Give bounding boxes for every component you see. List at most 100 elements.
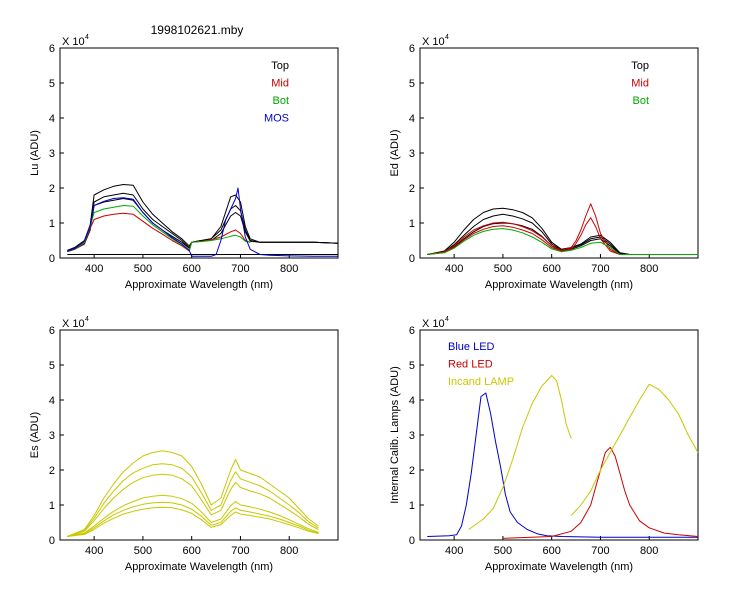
legend-entry: Top	[271, 60, 289, 72]
x-tick-label: 800	[280, 263, 298, 275]
panel-ed-exponent-base: X 10	[422, 36, 445, 48]
panel-lamps-exponent-power: 4	[445, 316, 449, 323]
x-tick-label: 400	[85, 263, 103, 275]
panel-lamps-exponent-base: X 10	[422, 318, 445, 330]
series-line-top-3	[67, 198, 339, 253]
x-tick-label: 700	[591, 545, 609, 557]
y-tick-label: 3	[49, 430, 55, 442]
panel-ed: X 10 4 Ed (ADU) Approximate Wavelength (…	[389, 34, 699, 291]
y-tick-label: 5	[409, 360, 415, 372]
y-tick-label: 6	[409, 43, 415, 55]
panel-lu-ylabel: Lu (ADU)	[29, 130, 41, 176]
series-line-incand-lamp-seg2	[570, 383, 699, 516]
legend-entry: MOS	[264, 113, 289, 125]
series-line-mid	[427, 203, 698, 255]
legend-entry: Top	[631, 60, 649, 72]
series-line-es-4	[67, 494, 319, 537]
y-tick-label: 1	[49, 218, 55, 230]
panel-lamps-plot: 400 500 600 700 800 0 1 2 3 4 5 6 Blue LED Red LED Inc…	[409, 325, 699, 557]
x-tick-label: 800	[640, 263, 658, 275]
panel-ed-plot: 400 500 600 700 800 0 1 2 3 4 5 6 Top Mid Bot	[409, 43, 698, 275]
series-line-top	[67, 184, 339, 251]
y-tick-label: 4	[409, 395, 415, 407]
panel-es-plot: 400 500 600 700 800 0 1 2 3 4 5 6	[49, 325, 319, 557]
legend-entry: Mid	[631, 78, 649, 90]
y-tick-label: 5	[409, 78, 415, 90]
series-line-bot	[67, 205, 251, 252]
x-tick-label: 500	[494, 263, 512, 275]
x-tick-label: 600	[543, 545, 561, 557]
y-tick-label: 0	[49, 253, 55, 265]
legend-entry: Bot	[632, 95, 649, 107]
panel-lu-exponent-power: 4	[85, 34, 89, 41]
y-tick-label: 5	[49, 78, 55, 90]
y-tick-label: 6	[49, 325, 55, 337]
legend-entry: Red LED	[448, 359, 493, 371]
y-tick-label: 2	[49, 465, 55, 477]
x-tick-label: 600	[183, 263, 201, 275]
y-tick-label: 2	[409, 183, 415, 195]
figure-title: 1998102621.mby	[151, 23, 244, 37]
y-tick-label: 1	[49, 500, 55, 512]
y-tick-label: 6	[49, 43, 55, 55]
panel-es-frame	[59, 329, 339, 541]
panel-ed-ylabel: Ed (ADU)	[389, 129, 401, 176]
x-tick-label: 600	[543, 263, 561, 275]
series-line-es-6	[67, 506, 319, 537]
y-tick-label: 3	[49, 148, 55, 160]
x-tick-label: 500	[134, 263, 152, 275]
panel-lu-exponent-base: X 10	[62, 36, 85, 48]
panel-ed-xlabel: Approximate Wavelength (nm)	[485, 279, 633, 291]
panel-es-exponent-power: 4	[85, 316, 89, 323]
y-tick-label: 4	[49, 395, 55, 407]
x-tick-label: 500	[134, 545, 152, 557]
x-tick-label: 800	[640, 545, 658, 557]
y-tick-label: 1	[409, 500, 415, 512]
series-line-es-5	[67, 501, 319, 537]
panel-lamps: X 10 4 Internal Calib. Lamps (ADU) Appro…	[389, 316, 699, 573]
y-tick-label: 3	[409, 148, 415, 160]
y-tick-label: 4	[49, 113, 55, 125]
panel-es-exponent-base: X 10	[62, 318, 85, 330]
panel-lu-frame	[59, 47, 339, 259]
x-tick-label: 400	[445, 263, 463, 275]
y-tick-label: 1	[409, 218, 415, 230]
legend-entry: Blue LED	[448, 341, 495, 353]
y-tick-label: 0	[409, 253, 415, 265]
panel-lu-xlabel: Approximate Wavelength (nm)	[125, 279, 273, 291]
panel-es-ylabel: Es (ADU)	[29, 412, 41, 458]
panel-ed-frame	[419, 47, 699, 259]
series-line-mos	[67, 187, 338, 257]
x-tick-label: 500	[494, 545, 512, 557]
y-tick-label: 5	[49, 360, 55, 372]
y-tick-label: 0	[49, 535, 55, 547]
series-line-mid	[67, 212, 251, 252]
x-tick-label: 700	[231, 545, 249, 557]
series-line-bot	[427, 228, 698, 255]
panel-es: X 10 4 Es (ADU) Approximate Wavelength (…	[29, 316, 339, 573]
legend-entry: Incand LAMP	[448, 376, 514, 388]
y-tick-label: 6	[409, 325, 415, 337]
series-line-es-2	[67, 463, 319, 537]
y-tick-label: 2	[49, 183, 55, 195]
x-tick-label: 400	[445, 545, 463, 557]
series-line-es-1	[67, 450, 319, 537]
series-line-incand-lamp-seg1	[468, 375, 572, 530]
x-tick-label: 700	[591, 263, 609, 275]
panel-lamps-ylabel: Internal Calib. Lamps (ADU)	[389, 366, 401, 504]
y-tick-label: 0	[409, 535, 415, 547]
panel-lu: X 10 4 Lu (ADU) Approximate Wavelength (…	[29, 34, 339, 291]
legend-entry: Bot	[272, 95, 289, 107]
x-tick-label: 400	[85, 545, 103, 557]
panel-es-xlabel: Approximate Wavelength (nm)	[125, 561, 273, 573]
x-tick-label: 700	[231, 263, 249, 275]
panel-ed-exponent-power: 4	[445, 34, 449, 41]
series-line-mid-2	[427, 217, 698, 255]
series-line-es-3	[67, 473, 319, 537]
x-tick-label: 800	[280, 545, 298, 557]
y-tick-label: 3	[409, 430, 415, 442]
x-tick-label: 600	[183, 545, 201, 557]
legend-entry: Mid	[271, 78, 289, 90]
series-line-red-led	[502, 446, 699, 539]
